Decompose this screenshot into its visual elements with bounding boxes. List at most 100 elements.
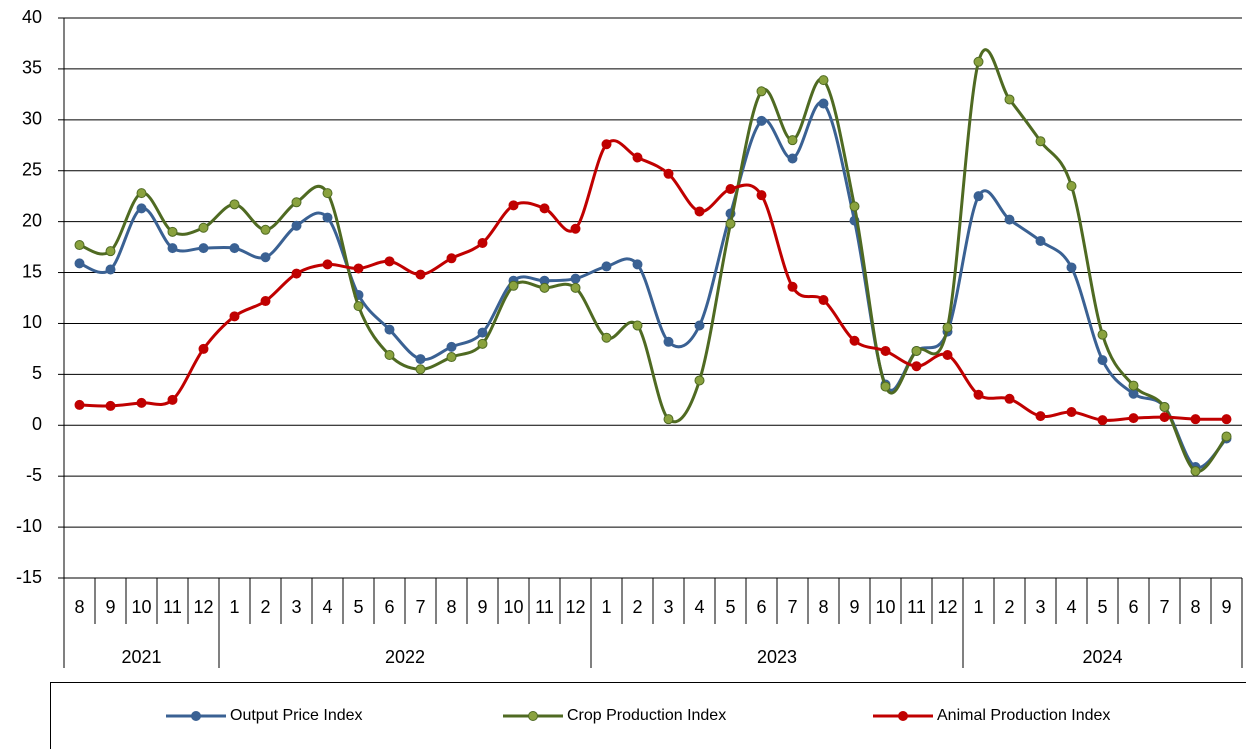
- x-tick-label: 9: [105, 597, 115, 617]
- data-point: [973, 191, 984, 202]
- data-point: [508, 200, 519, 211]
- data-point: [446, 341, 457, 352]
- data-point: [446, 352, 457, 363]
- data-point: [694, 320, 705, 331]
- x-tick-label: 4: [694, 597, 704, 617]
- data-point: [973, 56, 984, 67]
- data-point: [508, 280, 519, 291]
- data-point: [260, 296, 271, 307]
- data-point: [725, 184, 736, 195]
- x-tick-label: 3: [663, 597, 673, 617]
- data-point: [322, 188, 333, 199]
- data-point: [198, 222, 209, 233]
- x-tick-label: 5: [1097, 597, 1107, 617]
- data-point: [942, 322, 953, 333]
- data-point: [756, 115, 767, 126]
- data-point: [1004, 214, 1015, 225]
- data-point: [353, 263, 364, 274]
- x-tick-label: 1: [229, 597, 239, 617]
- data-point: [694, 206, 705, 217]
- x-tick-label: 10: [875, 597, 895, 617]
- data-point: [1190, 414, 1201, 425]
- data-point: [849, 335, 860, 346]
- x-tick-label: 11: [907, 597, 926, 617]
- data-point: [632, 152, 643, 163]
- data-point: [787, 153, 798, 164]
- x-tick-label: 10: [503, 597, 523, 617]
- data-point: [167, 243, 178, 254]
- data-point: [880, 381, 891, 392]
- data-point: [136, 188, 147, 199]
- x-tick-label: 7: [1159, 597, 1169, 617]
- x-tick-label: 6: [1128, 597, 1138, 617]
- data-point: [322, 212, 333, 223]
- data-point: [415, 269, 426, 280]
- data-point: [353, 301, 364, 312]
- data-point: [756, 190, 767, 201]
- data-point: [477, 238, 488, 249]
- data-point: [229, 243, 240, 254]
- data-point: [632, 320, 643, 331]
- x-tick-label: 9: [477, 597, 487, 617]
- x-tick-label: 7: [415, 597, 425, 617]
- data-point: [1159, 412, 1170, 423]
- data-point: [725, 218, 736, 229]
- legend-label: Animal Production Index: [937, 707, 1110, 724]
- data-point: [1159, 401, 1170, 412]
- data-point: [477, 327, 488, 338]
- data-point: [229, 311, 240, 322]
- x-tick-label: 2: [260, 597, 270, 617]
- data-point: [74, 240, 85, 251]
- data-point: [415, 354, 426, 365]
- x-tick-label: 12: [937, 597, 957, 617]
- x-group-label: 2021: [121, 647, 161, 667]
- y-tick-label: 10: [22, 312, 42, 332]
- x-group-label: 2024: [1082, 647, 1122, 667]
- data-point: [663, 168, 674, 179]
- data-point: [136, 397, 147, 408]
- legend-label: Output Price Index: [230, 707, 363, 724]
- x-tick-label: 8: [818, 597, 828, 617]
- legend-label: Crop Production Index: [567, 707, 726, 724]
- data-point: [415, 364, 426, 375]
- data-point: [198, 243, 209, 254]
- series-line: [78, 100, 1228, 469]
- y-tick-label: 40: [22, 7, 42, 27]
- data-point: [539, 203, 550, 214]
- x-group-label: 2023: [757, 647, 797, 667]
- x-tick-label: 1: [973, 597, 983, 617]
- data-point: [1035, 235, 1046, 246]
- y-tick-label: 30: [22, 109, 42, 129]
- data-point: [136, 203, 147, 214]
- y-tick-label: -5: [26, 465, 42, 485]
- x-tick-label: 6: [384, 597, 394, 617]
- data-point: [601, 139, 612, 150]
- data-point: [601, 261, 612, 272]
- data-point: [384, 256, 395, 267]
- data-point: [1221, 431, 1232, 442]
- data-point: [291, 220, 302, 231]
- data-point: [570, 273, 581, 284]
- data-point: [942, 350, 953, 361]
- data-point: [1066, 262, 1077, 273]
- x-tick-label: 8: [1190, 597, 1200, 617]
- x-tick-label: 9: [1221, 597, 1231, 617]
- data-point: [1128, 413, 1139, 424]
- legend-box: [50, 682, 1246, 749]
- y-tick-label: 20: [22, 210, 42, 230]
- data-point: [911, 345, 922, 356]
- data-point: [787, 135, 798, 146]
- data-point: [1128, 380, 1139, 391]
- data-point: [849, 201, 860, 212]
- x-tick-label: 2: [632, 597, 642, 617]
- data-point: [198, 343, 209, 354]
- data-point: [291, 268, 302, 279]
- data-point: [167, 226, 178, 237]
- data-point: [601, 332, 612, 343]
- data-point: [105, 246, 116, 257]
- data-point: [570, 223, 581, 234]
- data-point: [756, 86, 767, 97]
- legend-marker: [191, 711, 201, 721]
- x-tick-label: 4: [322, 597, 332, 617]
- y-tick-label: 25: [22, 159, 42, 179]
